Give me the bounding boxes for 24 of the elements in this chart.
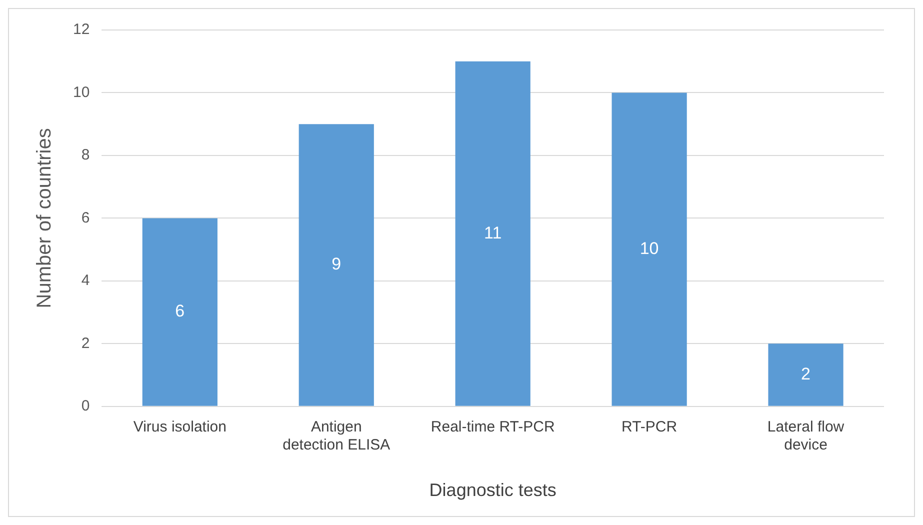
data-label: 6	[175, 302, 185, 321]
x-tick-label: Antigen detection ELISA	[282, 418, 390, 454]
y-axis-title: Number of countries	[34, 128, 56, 308]
bar	[142, 218, 218, 406]
y-tick-label: 8	[81, 146, 90, 164]
x-axis-title: Diagnostic tests	[429, 480, 556, 500]
bar	[298, 124, 374, 406]
y-tick-label: 10	[72, 84, 90, 101]
y-tick-label: 6	[81, 209, 90, 226]
x-tick-label: Lateral flow device	[767, 418, 844, 454]
bar	[612, 92, 687, 406]
bar	[455, 61, 530, 406]
data-label: 11	[484, 223, 502, 242]
y-tick-label: 2	[81, 334, 90, 352]
x-tick-label: Real-time RT-PCR	[430, 418, 555, 436]
y-tick-label: 0	[81, 398, 90, 415]
data-label: 9	[332, 254, 342, 274]
x-tick-label: RT-PCR	[622, 418, 678, 436]
data-label: 10	[640, 239, 659, 258]
y-tick-label: 4	[81, 272, 90, 290]
data-label: 2	[801, 364, 811, 384]
x-tick-label: Virus isolation	[133, 418, 226, 436]
y-tick-label: 12	[72, 21, 90, 38]
bar	[768, 344, 844, 406]
